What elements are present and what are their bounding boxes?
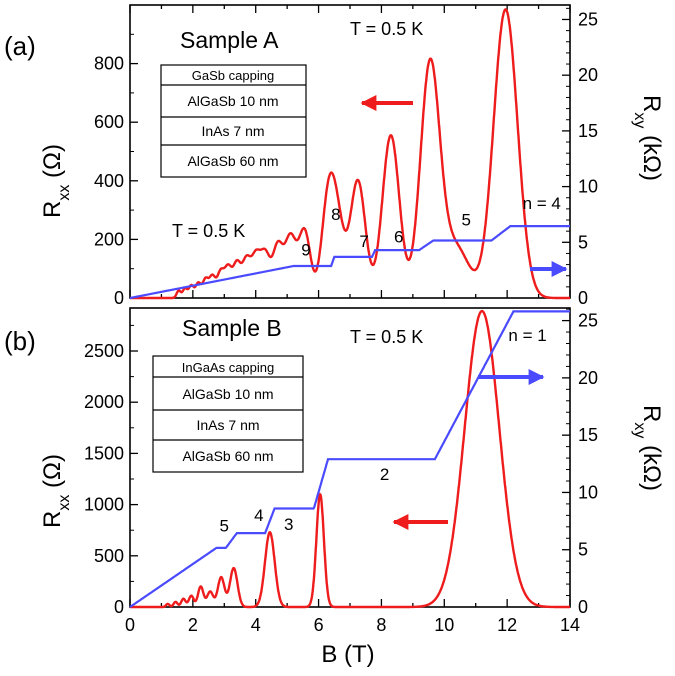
panel-a-right-axis-label: Rxy (kΩ) bbox=[632, 95, 666, 181]
left-tick-label: 500 bbox=[94, 546, 124, 566]
left-tick-label: 1000 bbox=[84, 495, 124, 515]
panel-b-sample-title: Sample B bbox=[182, 315, 282, 341]
x-tick-label: 2 bbox=[188, 615, 198, 635]
panel-b-right-ticks: 0 5 10 15 20 25 bbox=[562, 308, 598, 617]
panel-a-label: (a) bbox=[4, 31, 36, 61]
right-tick-label: 10 bbox=[578, 482, 598, 502]
left-tick-label: 0 bbox=[114, 597, 124, 617]
layer-capping: InGaAs capping bbox=[182, 360, 275, 375]
rxy-curve bbox=[129, 310, 570, 608]
left-tick-label: 200 bbox=[94, 229, 124, 249]
right-tick-label: 5 bbox=[578, 540, 588, 560]
left-tick-label: 600 bbox=[94, 112, 124, 132]
panel-b-curves bbox=[129, 309, 570, 609]
right-tick-label: 20 bbox=[578, 368, 598, 388]
panel-b-right-axis-label: Rxy (kΩ) bbox=[632, 405, 666, 491]
right-tick-label: 0 bbox=[578, 597, 588, 617]
x-tick-label: 12 bbox=[497, 615, 517, 635]
right-tick-label: 25 bbox=[578, 311, 598, 331]
panel-b-x-ticks: 0 2 4 6 8 10 12 14 bbox=[125, 599, 580, 635]
panel-b-label: (b) bbox=[4, 326, 36, 356]
layer-capping: GaSb capping bbox=[192, 68, 274, 83]
panel-b: 0 2 4 6 8 10 12 14 0 500 1000 1500 2000 2500 0 5 10 15 2… bbox=[4, 307, 666, 668]
right-tick-label: 25 bbox=[578, 9, 598, 29]
left-tick-label: 800 bbox=[94, 54, 124, 74]
panel-b-temperature-top: T = 0.5 K bbox=[350, 327, 423, 347]
rxy-curve bbox=[129, 225, 570, 300]
panel-a-left-ticks: 0 200 400 600 800 bbox=[94, 33, 138, 308]
panel-a-right-ticks: 0 5 10 15 20 25 bbox=[562, 7, 598, 308]
rxx-curve bbox=[130, 8, 570, 300]
right-tick-label: 20 bbox=[578, 65, 598, 85]
filling-label: 8 bbox=[331, 205, 340, 224]
right-tick-label: 5 bbox=[578, 232, 588, 252]
panel-b-layer-stack: InGaAs capping AlGaSb 10 nm InAs 7 nm Al… bbox=[152, 355, 304, 473]
x-tick-label: 6 bbox=[314, 615, 324, 635]
filling-label: 3 bbox=[284, 515, 293, 534]
panel-a-left-axis-label: Rxx (Ω) bbox=[39, 144, 73, 218]
left-tick-label: 0 bbox=[114, 288, 124, 308]
x-tick-label: 8 bbox=[376, 615, 386, 635]
left-tick-label: 2000 bbox=[84, 392, 124, 412]
layer-barrier-top: AlGaSb 10 nm bbox=[187, 93, 278, 109]
layer-barrier-bottom: AlGaSb 60 nm bbox=[187, 153, 278, 169]
panel-a-layer-stack: GaSb capping AlGaSb 10 nm InAs 7 nm AlGa… bbox=[160, 64, 307, 178]
left-tick-label: 1500 bbox=[84, 443, 124, 463]
filling-label: 6 bbox=[394, 227, 403, 246]
right-tick-label: 10 bbox=[578, 177, 598, 197]
panel-a-temperature-top: T = 0.5 K bbox=[350, 19, 423, 39]
rxx-curve bbox=[130, 309, 570, 609]
filling-label: 5 bbox=[462, 211, 471, 230]
filling-label: 7 bbox=[359, 232, 368, 251]
layer-barrier-bottom: AlGaSb 60 nm bbox=[182, 448, 273, 464]
layer-barrier-top: AlGaSb 10 nm bbox=[182, 386, 273, 402]
x-tick-label: 4 bbox=[251, 615, 261, 635]
panel-a-x-ticks bbox=[129, 5, 571, 298]
panel-b-left-ticks: 0 500 1000 1500 2000 2500 bbox=[84, 324, 138, 617]
x-tick-label: 0 bbox=[125, 615, 135, 635]
layer-stack-box bbox=[160, 64, 307, 178]
right-tick-label: 15 bbox=[578, 121, 598, 141]
filling-label: 5 bbox=[220, 516, 229, 535]
layer-stack-box bbox=[152, 355, 304, 473]
panel-b-left-axis-label: Rxx (Ω) bbox=[39, 454, 73, 528]
filling-label: 9 bbox=[301, 241, 310, 260]
panel-a-filling-labels: n = 4 5 6 78 9 bbox=[301, 194, 561, 260]
right-tick-label: 0 bbox=[578, 288, 588, 308]
x-tick-label: 14 bbox=[560, 615, 580, 635]
right-tick-label: 15 bbox=[578, 425, 598, 445]
x-axis-label: B (T) bbox=[321, 641, 374, 668]
panel-a-curves bbox=[129, 8, 570, 300]
panel-b-filling-labels: n = 1 2 3 4 5 bbox=[220, 326, 547, 535]
layer-well: InAs 7 nm bbox=[201, 123, 264, 139]
left-tick-label: 400 bbox=[94, 171, 124, 191]
layer-well: InAs 7 nm bbox=[196, 417, 259, 433]
panel-a: 0 200 400 600 800 0 5 10 15 20 25 (a) Sample A T … bbox=[4, 4, 666, 308]
x-tick-label: 10 bbox=[434, 615, 454, 635]
filling-label: 2 bbox=[380, 465, 389, 484]
filling-label: n = 4 bbox=[523, 194, 561, 213]
panel-a-sample-title: Sample A bbox=[180, 27, 279, 53]
panel-a-temperature-mid: T = 0.5 K bbox=[172, 221, 245, 241]
filling-label: n = 1 bbox=[508, 326, 546, 345]
left-tick-label: 2500 bbox=[84, 341, 124, 361]
filling-label: 4 bbox=[254, 506, 263, 525]
